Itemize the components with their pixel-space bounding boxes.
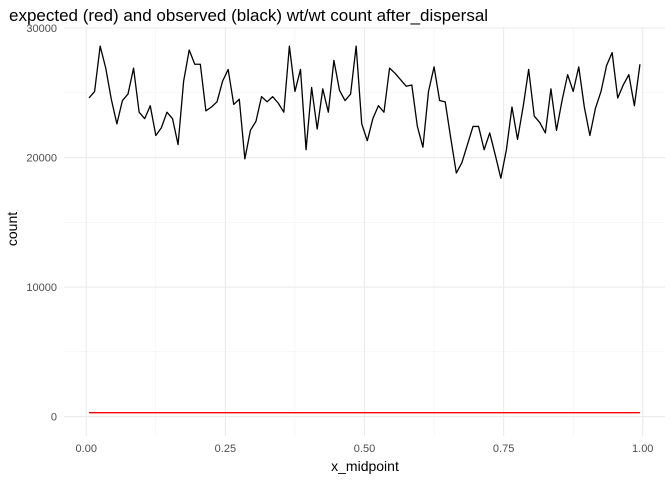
- x-tick-label: 1.00: [632, 443, 653, 455]
- y-axis-tick-labels: 0 10000 20000 30000: [26, 23, 57, 424]
- chart-title: expected (red) and observed (black) wt/w…: [9, 6, 488, 25]
- observed-count-line: [88, 45, 641, 179]
- major-gridlines: [64, 27, 665, 436]
- x-tick-label: 0.25: [215, 443, 236, 455]
- x-axis-tick-labels: 0.00 0.25 0.50 0.75 1.00: [76, 443, 654, 455]
- x-tick-label: 0.50: [354, 443, 375, 455]
- data-series: [88, 45, 641, 414]
- y-tick-label: 30000: [26, 23, 57, 35]
- y-axis-title: count: [4, 212, 20, 246]
- x-tick-label: 0.75: [493, 443, 514, 455]
- x-axis-title: x_midpoint: [331, 458, 399, 474]
- y-tick-label: 10000: [26, 282, 57, 294]
- y-tick-label: 20000: [26, 153, 57, 165]
- y-tick-label: 0: [51, 412, 57, 424]
- x-tick-label: 0.00: [76, 443, 97, 455]
